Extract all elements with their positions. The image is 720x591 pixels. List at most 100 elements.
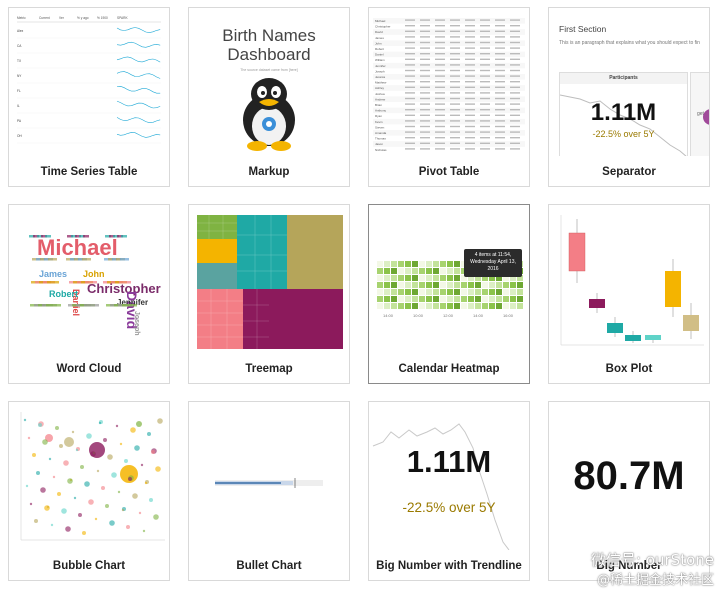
heatmap-cell bbox=[461, 303, 467, 309]
heatmap-cell bbox=[405, 289, 411, 295]
bubble bbox=[27, 436, 31, 440]
bubble bbox=[63, 460, 69, 466]
heatmap-cell bbox=[454, 282, 460, 288]
card-time-series-table[interactable]: Metric Current Ver % y ago % 1900 SPARK Alex CA… bbox=[8, 7, 170, 187]
trendline bbox=[372, 423, 510, 550]
heatmap-axis-label: 14:00 bbox=[473, 313, 484, 318]
bubble bbox=[128, 477, 132, 481]
card-word-cloud[interactable]: Michael Christopher David Jennifer Danie… bbox=[8, 204, 170, 384]
card-pivot-table[interactable]: Michael Christopher David James John Robert Da… bbox=[368, 7, 530, 187]
pivot-row-label: Joseph bbox=[375, 69, 385, 73]
card-markup[interactable]: Birth Names Dashboard The source dataset… bbox=[188, 7, 350, 187]
box-plot-preview bbox=[560, 215, 704, 346]
bubble-chart-thumbnail bbox=[9, 402, 169, 550]
heatmap-cell bbox=[426, 289, 432, 295]
heatmap-cell bbox=[426, 261, 432, 267]
heatmap-cell bbox=[405, 282, 411, 288]
heatmap-cell bbox=[503, 289, 509, 295]
card-treemap[interactable]: Treemap bbox=[188, 204, 350, 384]
heatmap-cell bbox=[489, 282, 495, 288]
word-michael: Michael bbox=[37, 235, 118, 260]
card-label: Bullet Chart bbox=[236, 560, 302, 572]
heatmap-cell bbox=[489, 303, 495, 309]
heatmap-cell bbox=[447, 275, 453, 281]
heatmap-cell bbox=[384, 296, 390, 302]
heatmap-cell bbox=[405, 275, 411, 281]
bubble bbox=[90, 451, 96, 457]
heatmap-axis-label: 14:00 bbox=[383, 313, 394, 318]
ts-row-label: NY bbox=[17, 74, 22, 78]
card-bullet-chart[interactable]: Bullet Chart bbox=[188, 401, 350, 581]
bubble bbox=[84, 481, 90, 487]
bubble-chart-preview bbox=[20, 412, 165, 541]
heatmap-cell bbox=[419, 303, 425, 309]
heatmap-cell bbox=[503, 296, 509, 302]
heatmap-cell bbox=[405, 268, 411, 274]
tooltip-line1: 4 items at 11:54, bbox=[474, 252, 512, 258]
heatmap-cell bbox=[419, 275, 425, 281]
bubble bbox=[52, 475, 56, 479]
pivot-row-label: David bbox=[375, 30, 383, 34]
ts-sparkline bbox=[116, 100, 161, 109]
heatmap-cell bbox=[496, 296, 502, 302]
word-jennifer: Jennifer bbox=[117, 298, 148, 307]
card-calendar-heatmap[interactable]: 14:00 10:00 12:00 14:00 16:00 4 items at 11:… bbox=[368, 204, 530, 384]
bubble bbox=[55, 426, 59, 430]
heatmap-cell bbox=[475, 303, 481, 309]
heatmap-cell bbox=[384, 261, 390, 267]
heatmap-cell bbox=[440, 268, 446, 274]
heatmap-cell bbox=[391, 282, 397, 288]
card-bubble-chart[interactable]: Bubble Chart bbox=[8, 401, 170, 581]
card-big-number[interactable]: 80.7M Big Number bbox=[548, 401, 710, 581]
heatmap-cell bbox=[517, 275, 523, 281]
heatmap-cell bbox=[447, 268, 453, 274]
pivot-row-label: Christopher bbox=[375, 25, 391, 29]
heatmap-cell bbox=[447, 289, 453, 295]
heatmap-cell bbox=[398, 296, 404, 302]
heatmap-cell bbox=[384, 268, 390, 274]
heatmap-cell bbox=[496, 282, 502, 288]
bubble bbox=[36, 471, 40, 475]
bubble bbox=[138, 511, 142, 515]
heatmap-cell bbox=[412, 303, 418, 309]
card-label: Word Cloud bbox=[56, 363, 122, 375]
heatmap-cell bbox=[391, 289, 397, 295]
bubble bbox=[142, 529, 146, 533]
heatmap-cell bbox=[510, 289, 516, 295]
heatmap-cell bbox=[426, 303, 432, 309]
card-box-plot[interactable]: Box Plot bbox=[548, 204, 710, 384]
card-separator[interactable]: First Section This is an paragraph that … bbox=[548, 7, 710, 187]
heatmap-cell bbox=[503, 303, 509, 309]
heatmap-cell bbox=[447, 261, 453, 267]
pivot-row-label: Anthony bbox=[375, 109, 387, 113]
heatmap-cell bbox=[426, 268, 432, 274]
heatmap-cell bbox=[475, 282, 481, 288]
heatmap-cell bbox=[517, 289, 523, 295]
ts-row-label: IL bbox=[17, 104, 20, 108]
pivot-row-label: Jason bbox=[375, 142, 383, 146]
heatmap-cell bbox=[412, 261, 418, 267]
pivot-row-label: William bbox=[375, 58, 385, 62]
card-big-number-trendline[interactable]: 1.11M -22.5% over 5Y Big Number with Tre… bbox=[368, 401, 530, 581]
ts-row-label: TX bbox=[17, 59, 22, 63]
heatmap-cell bbox=[398, 303, 404, 309]
word-cloud-preview: Michael Christopher David Jennifer Danie… bbox=[29, 235, 161, 336]
bubble bbox=[98, 421, 102, 425]
heatmap-cell bbox=[454, 296, 460, 302]
ts-sparkline bbox=[116, 56, 161, 63]
markup-title-line2: Dashboard bbox=[227, 45, 311, 64]
word-daniel: Daniel bbox=[71, 289, 81, 316]
heatmap-cell bbox=[454, 289, 460, 295]
separator-panel-header: Participants bbox=[560, 73, 687, 84]
heatmap-cell bbox=[475, 296, 481, 302]
heatmap-tooltip: 4 items at 11:54, Wednesday April 13, 20… bbox=[464, 249, 522, 277]
bubble bbox=[44, 505, 50, 511]
ts-row-label: Alex bbox=[17, 29, 24, 33]
bubble bbox=[86, 433, 92, 439]
bubble bbox=[117, 490, 121, 494]
heatmap-cell bbox=[433, 275, 439, 281]
pivot-row-label: Kevin bbox=[375, 120, 383, 124]
bubble bbox=[126, 525, 130, 529]
pivot-row-label: Matthew bbox=[375, 81, 387, 85]
